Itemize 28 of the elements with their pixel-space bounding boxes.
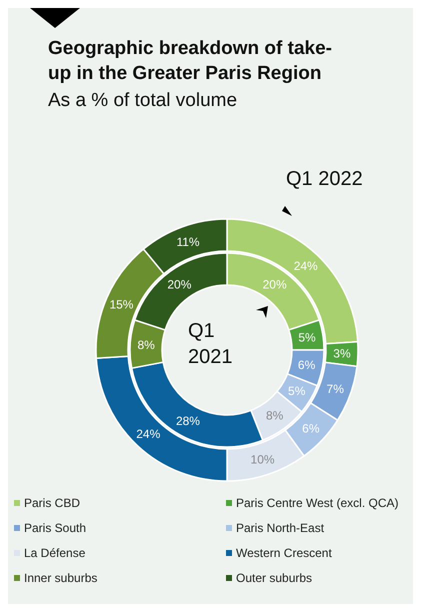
data-label: 11% — [176, 234, 200, 249]
data-label: 3% — [333, 346, 351, 361]
data-label: 28% — [176, 414, 200, 428]
data-label: 15% — [109, 297, 134, 312]
slice-label: Q1 2022 — [286, 168, 363, 191]
legend-label: Paris South — [24, 521, 86, 535]
legend-label: Paris Centre West (excl. QCA) — [236, 496, 398, 510]
data-label: 6% — [302, 422, 320, 436]
legend-label: Paris North-East — [236, 521, 324, 535]
legend-label: Western Crescent — [236, 546, 332, 560]
data-label: 20% — [167, 277, 192, 292]
data-label: 20% — [262, 277, 287, 292]
legend-label: Paris CBD — [24, 496, 80, 510]
chart-title: Geographic breakdown of take-up in the Greater Paris Region — [48, 37, 333, 86]
data-label: 10% — [250, 452, 275, 466]
data-label: 8% — [137, 338, 156, 352]
chart-subtitle: As a % of total volume — [48, 90, 238, 112]
legend-label: La Défense — [24, 546, 86, 560]
legend-label: Outer suburbs — [236, 571, 312, 585]
data-label: 24% — [294, 259, 318, 274]
slice-label: Q1 2021 — [188, 319, 234, 370]
data-label: 5% — [288, 384, 306, 398]
data-label: 24% — [136, 426, 161, 441]
data-label: 7% — [326, 382, 344, 396]
data-label: 8% — [266, 408, 284, 423]
legend-label: Inner suburbs — [24, 571, 98, 585]
data-label: 5% — [298, 330, 316, 344]
data-label: 6% — [298, 358, 316, 372]
